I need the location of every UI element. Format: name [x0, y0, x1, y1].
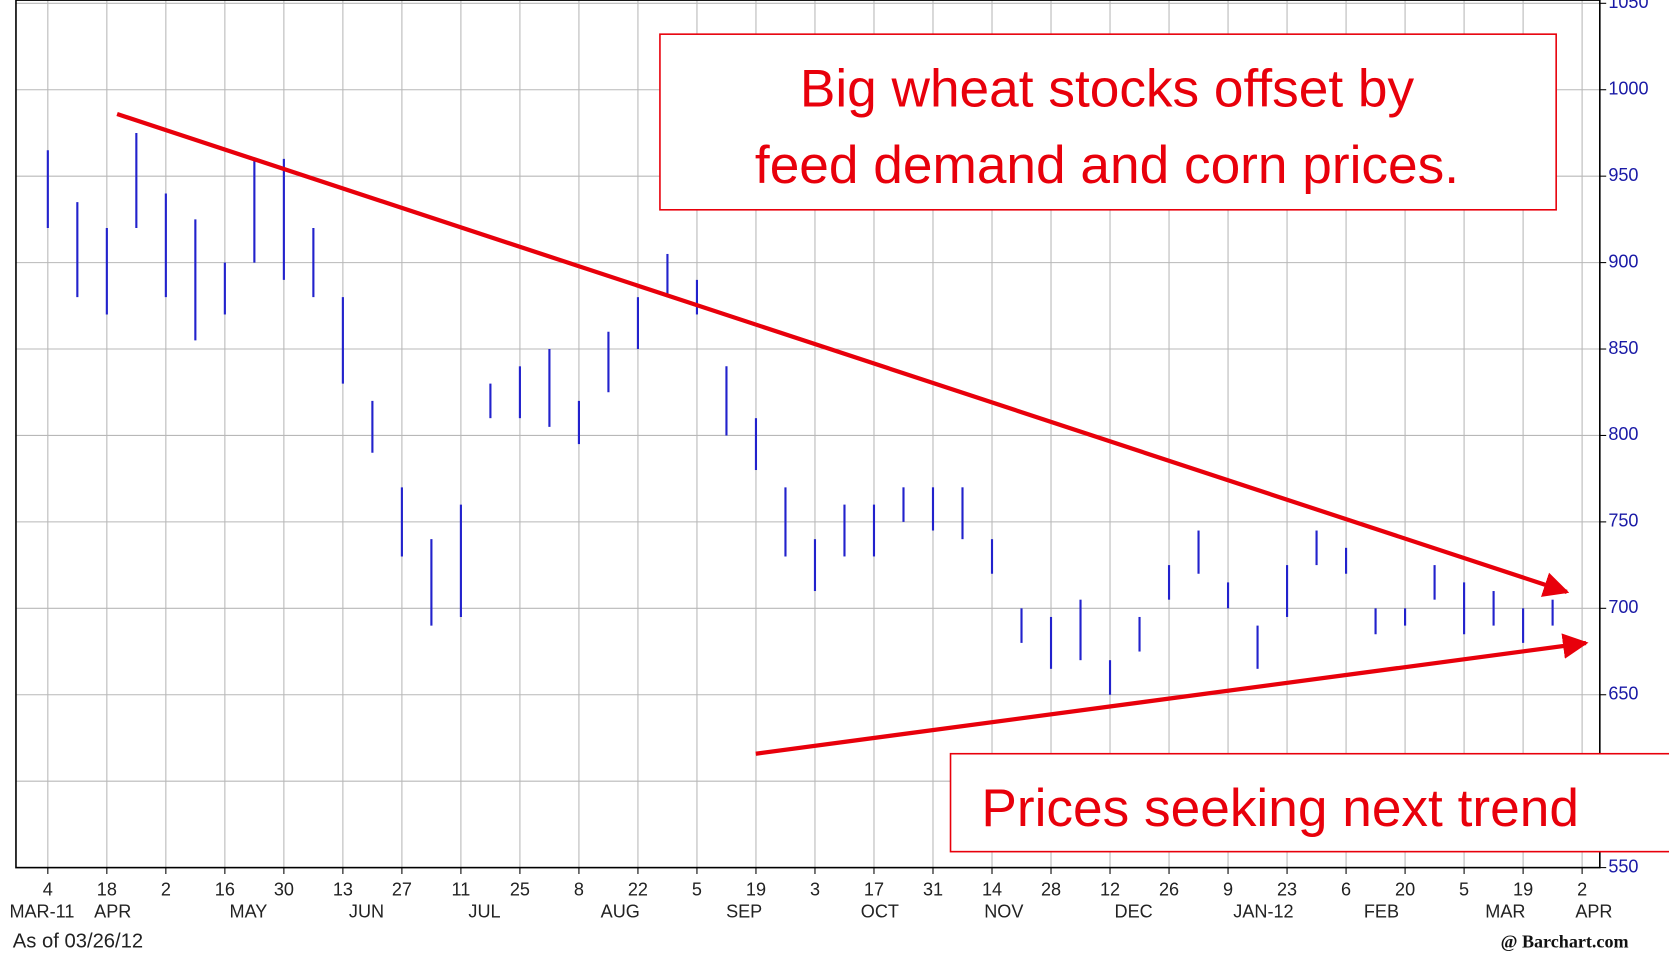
x-tick-label: 13 — [333, 879, 353, 899]
month-label: NOV — [984, 902, 1023, 922]
x-tick-label: 19 — [746, 879, 766, 899]
x-tick-label: 25 — [510, 879, 530, 899]
x-tick-label: 14 — [982, 879, 1002, 899]
support-trendline — [755, 633, 1589, 756]
month-label: DEC — [1115, 902, 1153, 922]
annotation: Prices seeking next trend — [981, 779, 1579, 838]
x-tick-label: 3 — [810, 879, 820, 899]
month-label: JUL — [468, 902, 500, 922]
x-tick-label: 4 — [43, 879, 53, 899]
x-tick-label: 8 — [574, 879, 584, 899]
annotation-box — [949, 752, 1669, 853]
y-tick-label: 1050 — [1608, 0, 1648, 12]
source: @ Barchart.com — [1501, 931, 1629, 951]
x-tick-label: 31 — [923, 879, 943, 899]
month-label: APR — [1575, 902, 1612, 922]
x-tick-label: 9 — [1223, 879, 1233, 899]
x-tick-label: 16 — [215, 879, 235, 899]
month-label: MAY — [230, 902, 268, 922]
x-tick-label: 2 — [1577, 879, 1587, 899]
month-label: SEP — [726, 902, 762, 922]
x-tick-label: 26 — [1159, 879, 1179, 899]
month-label: AUG — [601, 902, 640, 922]
month-label: MAR — [1485, 902, 1525, 922]
bars — [46, 132, 1554, 695]
month-label: FEB — [1364, 902, 1399, 922]
grid — [15, 0, 1600, 869]
x-tick-label: 5 — [692, 879, 702, 899]
x-tick-label: 28 — [1041, 879, 1061, 899]
month-label: JAN-12 — [1233, 902, 1293, 922]
x-tick-label: 19 — [1513, 879, 1533, 899]
y-tick-label: 750 — [1608, 511, 1638, 531]
x-tick-label: 12 — [1100, 879, 1120, 899]
y-tick-label: 850 — [1608, 338, 1638, 358]
x-tick-label: 11 — [452, 879, 471, 899]
annotation: feed demand and corn prices. — [755, 136, 1459, 195]
y-tick-label: 1000 — [1608, 79, 1648, 99]
y-tick-label: 550 — [1608, 856, 1638, 876]
x-tick-label: 27 — [392, 879, 412, 899]
y-tick-label: 650 — [1608, 684, 1638, 704]
month-label: MAR-11 — [9, 902, 74, 922]
y-tick-label: 900 — [1608, 251, 1638, 271]
axis-labels: 5506006507007508008509009501000105041821… — [9, 0, 1648, 922]
x-tick-label: 6 — [1341, 879, 1351, 899]
y-tick-label: 700 — [1608, 597, 1638, 617]
y-tick-label: 950 — [1608, 165, 1638, 185]
plot-frame — [15, 0, 1601, 869]
x-tick-label: 18 — [97, 879, 117, 899]
x-tick-label: 2 — [161, 879, 171, 899]
x-tick-label: 17 — [864, 879, 884, 899]
month-label: APR — [94, 902, 131, 922]
resistance-trendline — [116, 111, 1570, 597]
month-label: JUN — [349, 902, 384, 922]
x-tick-label: 5 — [1459, 879, 1469, 899]
annotation-box — [659, 33, 1557, 211]
annotation: Big wheat stocks offset by — [800, 60, 1415, 119]
x-tick-label: 22 — [628, 879, 648, 899]
date-note: As of 03/26/12 — [13, 930, 143, 952]
x-tick-label: 23 — [1277, 879, 1297, 899]
month-label: OCT — [861, 902, 899, 922]
x-tick-label: 20 — [1395, 879, 1415, 899]
y-tick-label: 800 — [1608, 424, 1638, 444]
x-tick-label: 30 — [274, 879, 294, 899]
